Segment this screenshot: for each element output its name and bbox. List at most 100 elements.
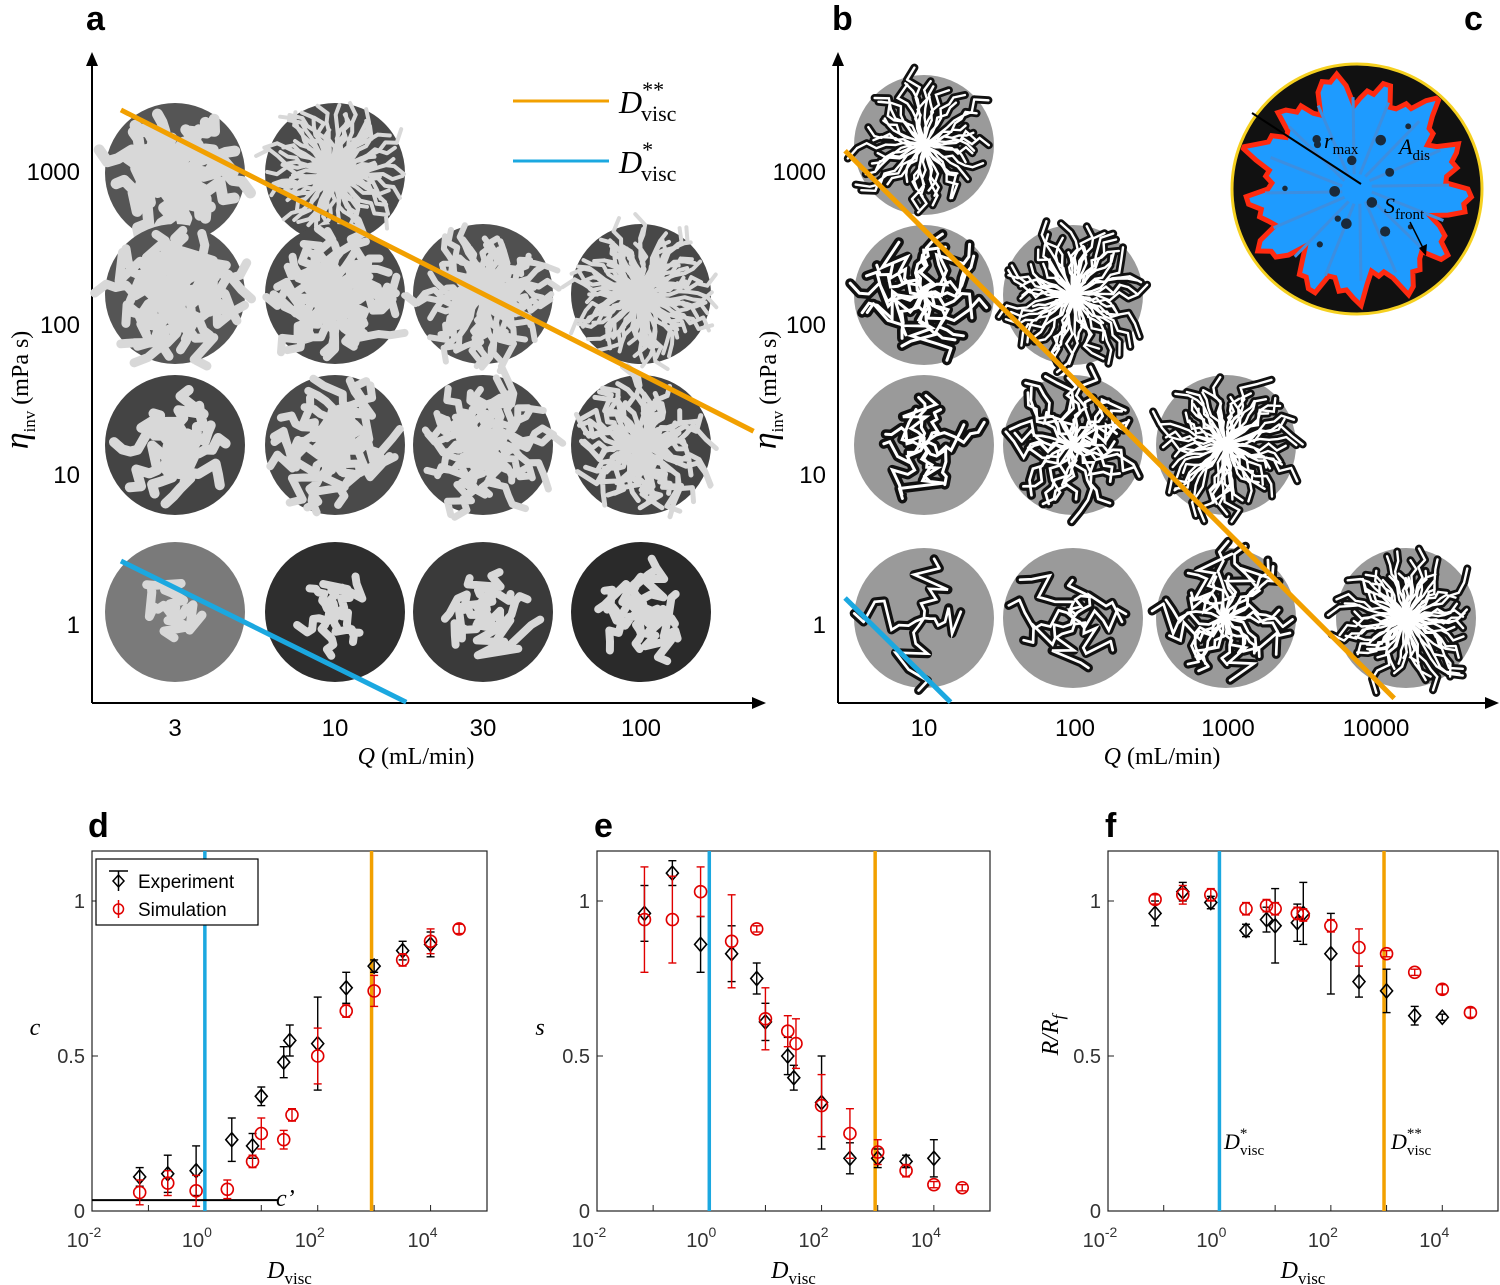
panel-a-y-ticks: 1000 100 10 1 [27, 159, 80, 639]
panel-b-ytick-100: 100 [786, 312, 826, 339]
diamond-marker [1238, 922, 1254, 939]
panel-c-sfront-arrow-line [1409, 221, 1425, 251]
circle-marker [285, 1108, 299, 1122]
panel-c-hole [1385, 167, 1395, 177]
panel-f-simulation-point [1435, 982, 1450, 997]
diamond-marker [254, 1088, 269, 1105]
panel-a-ylabel: ηinv (mPa s) [0, 331, 39, 450]
diamond-marker [245, 1137, 260, 1155]
panel-a: 1000 100 10 1 3 10 30 100 Q (mL/min) ηin… [0, 52, 766, 770]
circle-marker [423, 934, 438, 949]
panel-d-legend: Experiment Simulation [95, 858, 259, 926]
panel-e-simulation-point [899, 1163, 913, 1178]
circle-marker [339, 1004, 354, 1018]
panel-f-simulation-point [1239, 901, 1253, 916]
panel-c-hole [1316, 241, 1323, 248]
diamond-marker [926, 1150, 941, 1167]
panel-b-image-r2-c0-finger-core [882, 394, 986, 500]
circle-marker [189, 1184, 203, 1198]
circle-marker [637, 912, 652, 927]
panel-b-x-arrow [1485, 697, 1499, 709]
panel-c-schematic: rmax Adis Sfront [1230, 62, 1484, 316]
panel-b-image-r3-c3 [1324, 544, 1476, 697]
panel-a-image-r1-c3 [560, 212, 719, 371]
circle-marker [1203, 887, 1218, 902]
diamond-marker [1268, 917, 1283, 935]
panel-d-simulation-point [160, 1169, 175, 1197]
panel-e-plot: 0 0.5 1 10-2 100 102 104 Dvisc s [535, 850, 991, 1285]
panel-a-image-r1-c0-fingers [90, 225, 256, 371]
panel-c-finger [1316, 104, 1351, 178]
panel-f-experiment-point [1435, 1009, 1450, 1026]
panel-a-xtick-100: 100 [621, 715, 661, 742]
panel-c-hole [1341, 218, 1352, 230]
diamond-marker [282, 1032, 297, 1049]
panel-f-simulation-point [1203, 887, 1218, 902]
circle-marker [1407, 965, 1422, 980]
panel-b-image-r2-c1-finger-core [1004, 365, 1141, 524]
circle-marker [1435, 982, 1450, 997]
panel-a-y-arrow [86, 52, 98, 66]
circle-marker [132, 1185, 147, 1200]
panel-b-xtick-10: 10 [911, 715, 938, 742]
circle-marker [245, 1154, 260, 1169]
panel-b-xtick-1000: 1000 [1201, 715, 1254, 742]
panel-b-image-r3-c1 [1003, 548, 1143, 688]
panel-e-marks [637, 851, 970, 1211]
panel-a-image-r1-c1-fingers [262, 216, 409, 362]
panel-d-plot: 0 0.5 1 10-2 100 102 104 Dvisc c c’ Experiment … [30, 850, 488, 1285]
panel-b-dvisc-star-star-line [843, 149, 1396, 701]
panel-e-simulation-point [780, 1015, 795, 1048]
circle-marker [693, 884, 708, 899]
panel-e-simulation-point [749, 922, 764, 936]
panel-e-simulation-point [758, 987, 773, 1051]
panel-c-finger [1324, 203, 1356, 276]
panel-c-hole [1405, 123, 1412, 130]
circle-marker [780, 1024, 795, 1038]
panel-f-experiment-point [1238, 922, 1254, 939]
panel-d-ytick-label: 0.5 [57, 1046, 85, 1068]
circle-marker [955, 1180, 970, 1195]
panel-b-image-r3-c3-finger-core [1326, 547, 1469, 695]
panel-a-xtick-10: 10 [322, 715, 349, 742]
panel-a-image-r0-c1-fingers [254, 101, 406, 241]
diamond-marker [1379, 982, 1394, 1000]
panel-e-simulation-point [927, 1177, 941, 1192]
circle-marker [1268, 901, 1282, 916]
panel-d-xtick-label: 102 [295, 1224, 325, 1252]
panel-d-experiment-point [339, 971, 354, 1004]
panel-b-ylabel: ηinv (mPa s) [747, 331, 787, 450]
panel-f-experiment-point [1407, 1005, 1422, 1026]
panel-e-xtick-label: 102 [799, 1224, 829, 1252]
circle-marker [1148, 892, 1162, 907]
panel-d-box [91, 850, 488, 1212]
circle-marker [367, 984, 381, 998]
panel-b-image-r2-c0 [854, 375, 994, 515]
panel-b-image-r1-c0-finger-core [848, 232, 988, 362]
panel-a-image-r2-c3 [571, 363, 719, 520]
panel-b-image-r1-c1 [994, 217, 1152, 377]
panel-f-ytick-label: 1 [1090, 891, 1101, 913]
panel-a-xtick-30: 30 [470, 715, 497, 742]
diamond-marker [749, 970, 764, 987]
panel-a-image-r1-c2 [401, 222, 562, 374]
panel-f-simulation-point [1296, 908, 1311, 922]
circle-marker [789, 1036, 803, 1051]
panel-c-hole [1313, 140, 1322, 149]
panel-b-image-r0-c0 [843, 63, 994, 217]
legend-dvisc-star-label: D* visc [618, 137, 677, 186]
panel-d-frame: 0 0.5 1 10-2 100 102 104 Dvisc [57, 850, 488, 1285]
circle-marker [276, 1132, 291, 1147]
panel-letter-f: f [1105, 807, 1117, 845]
panel-b-image-r0-c0-finger-core [846, 66, 990, 214]
panel-a-image-r0-c0 [93, 103, 256, 247]
panel-d-simulation-point [310, 1027, 325, 1085]
panel-c-finger [1288, 125, 1346, 182]
panel-c-hole [1334, 215, 1341, 222]
panel-d-ylabel: c [30, 1015, 41, 1041]
diamond-marker [1407, 1007, 1422, 1024]
panel-c-adis-label: Adis [1397, 134, 1430, 164]
panel-f-experiment-point [1268, 887, 1283, 964]
panel-b-image-r3-c1-finger-core [1007, 573, 1128, 670]
